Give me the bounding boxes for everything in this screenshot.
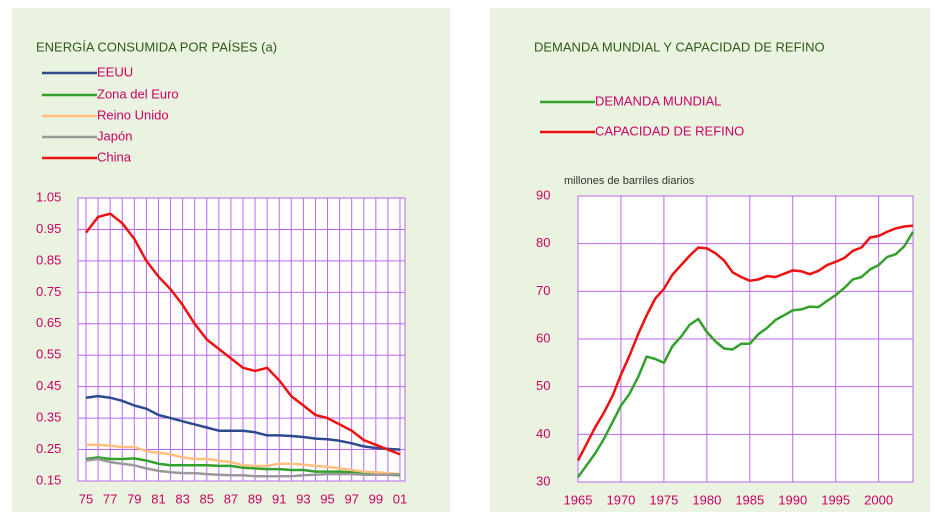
- x-tick-label: 01: [393, 491, 407, 506]
- x-tick-label: 1990: [778, 492, 807, 507]
- x-tick-label: 91: [272, 491, 286, 506]
- plot-border: [77, 197, 406, 482]
- chart-title: ENERGÍA CONSUMIDA POR PAÍSES (a): [36, 39, 277, 54]
- x-tick-label: 1965: [564, 492, 593, 507]
- y-tick-label: 90: [536, 187, 550, 202]
- plot-area: [78, 198, 405, 481]
- x-tick-label: 2000: [864, 492, 893, 507]
- y-tick-label: 0.75: [36, 284, 61, 299]
- x-tick-label: 1980: [692, 492, 721, 507]
- y-tick-label: 0.65: [36, 315, 61, 330]
- line-series: [85, 457, 401, 478]
- y-tick-label: 70: [536, 283, 550, 298]
- line-series: [85, 212, 401, 456]
- y-axis-label: millones de barriles diarios: [564, 175, 695, 187]
- line-series: [85, 456, 401, 477]
- legend-label: Reino Unido: [97, 107, 169, 122]
- y-tick-label: 40: [536, 426, 550, 441]
- y-tick-label: 0.95: [36, 221, 61, 236]
- y-tick-label: 50: [536, 378, 550, 393]
- legend-label: DEMANDA MUNDIAL: [595, 93, 721, 108]
- x-tick-label: 93: [296, 491, 310, 506]
- y-tick-label: 60: [536, 330, 550, 345]
- y-tick-label: 0.15: [36, 472, 61, 487]
- legend-label: EEUU: [97, 64, 133, 79]
- x-tick-label: 1975: [649, 492, 678, 507]
- x-tick-label: 81: [151, 491, 165, 506]
- y-tick-label: 0.45: [36, 378, 61, 393]
- x-tick-label: 87: [224, 491, 238, 506]
- x-tick-label: 75: [79, 491, 93, 506]
- y-tick-label: 0.25: [36, 441, 61, 456]
- plot-border: [577, 195, 914, 483]
- y-tick-label: 0.35: [36, 410, 61, 425]
- line-series: [576, 231, 915, 478]
- y-tick-label: 30: [536, 473, 550, 488]
- legend-label: Japón: [97, 128, 132, 143]
- x-tick-label: 83: [175, 491, 189, 506]
- legend-label: CAPACIDAD DE REFINO: [595, 123, 744, 138]
- x-tick-label: 95: [320, 491, 334, 506]
- x-tick-label: 1995: [821, 492, 850, 507]
- x-tick-label: 79: [127, 491, 141, 506]
- x-tick-label: 99: [369, 491, 383, 506]
- y-tick-label: 0.85: [36, 252, 61, 267]
- line-series: [86, 443, 401, 476]
- legend-label: Zona del Euro: [97, 86, 179, 101]
- legend-label: China: [97, 149, 132, 164]
- x-tick-label: 1985: [735, 492, 764, 507]
- chart-title: DEMANDA MUNDIAL Y CAPACIDAD DE REFINO: [534, 39, 825, 54]
- y-tick-label: 1.05: [36, 189, 61, 204]
- line-series: [576, 224, 914, 462]
- x-tick-label: 97: [344, 491, 358, 506]
- line-series: [85, 394, 401, 451]
- y-tick-label: 0.55: [36, 347, 61, 362]
- y-tick-label: 80: [536, 235, 550, 250]
- x-tick-label: 89: [248, 491, 262, 506]
- x-tick-label: 85: [200, 491, 214, 506]
- x-tick-label: 77: [103, 491, 117, 506]
- x-tick-label: 1970: [606, 492, 635, 507]
